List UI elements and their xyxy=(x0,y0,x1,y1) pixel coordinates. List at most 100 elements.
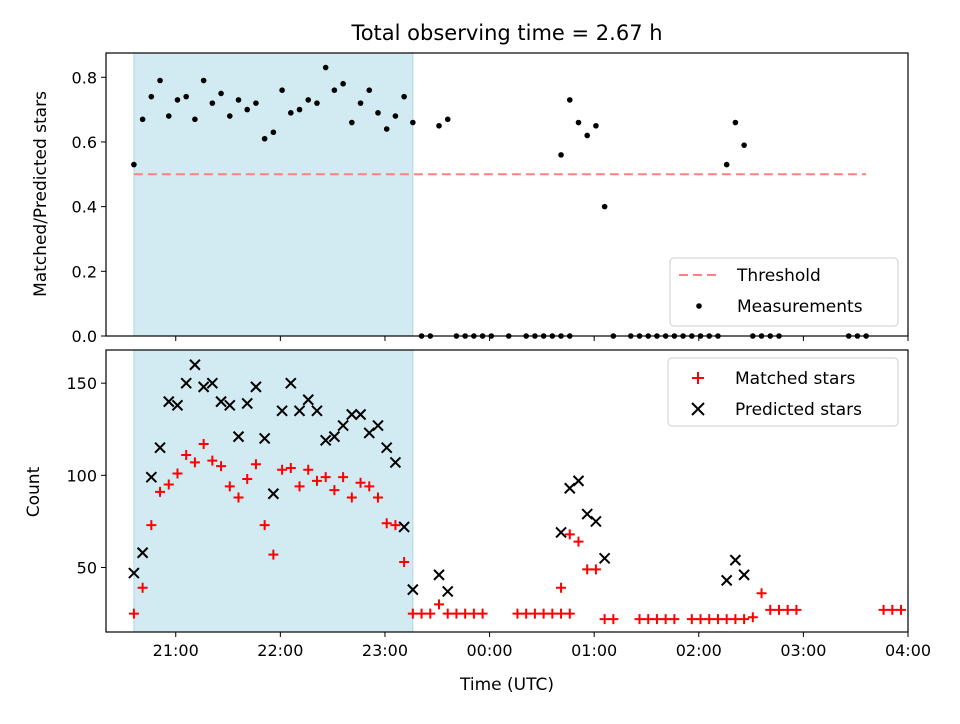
x-axis-label: Time (UTC) xyxy=(459,675,554,695)
top-legend-box xyxy=(669,257,899,327)
measurement-point xyxy=(261,135,268,142)
predicted-star-point xyxy=(163,395,175,408)
matched-star-point xyxy=(756,588,767,599)
matched-star-point xyxy=(172,468,183,479)
matched-star-point xyxy=(712,614,723,625)
matched-star-point xyxy=(739,614,750,625)
predicted-star-point xyxy=(590,515,602,528)
matched-star-point xyxy=(547,608,558,619)
bottom-axes-frame xyxy=(105,349,909,633)
measurement-point xyxy=(226,113,233,119)
measurement-point xyxy=(593,122,599,129)
measurement-point xyxy=(244,106,251,113)
matched-star-point xyxy=(468,608,479,619)
predicted-star-point xyxy=(328,430,341,443)
matched-star-point xyxy=(704,614,715,625)
legend-predicted-swatch xyxy=(691,402,705,416)
predicted-star-point xyxy=(738,569,750,581)
measurement-point xyxy=(741,142,747,148)
matched-star-point xyxy=(242,474,253,485)
measurement-point xyxy=(375,110,381,116)
predicted-star-point xyxy=(224,399,236,412)
top-y-tick-label: 0.4 xyxy=(72,198,97,217)
measurement-point xyxy=(392,113,399,119)
measurement-point xyxy=(279,87,285,93)
top-chart-title: Total observing time = 2.67 h xyxy=(350,21,662,45)
predicted-star-point xyxy=(232,430,245,443)
x-tick-label: 01:00 xyxy=(571,641,617,660)
matched-star-point xyxy=(364,481,375,492)
matched-star-point xyxy=(669,614,680,625)
matched-star-point xyxy=(451,608,462,619)
measurement-point xyxy=(401,93,407,100)
predicted-star-point xyxy=(241,397,253,410)
predicted-star-point xyxy=(598,552,611,564)
predicted-star-point xyxy=(180,377,192,389)
measurement-point xyxy=(314,100,320,106)
predicted-star-point xyxy=(433,569,445,581)
top-y-tick-label: 0.6 xyxy=(72,133,97,152)
x-tick-label: 21:00 xyxy=(153,641,199,660)
matched-star-point xyxy=(573,536,584,547)
predicted-star-point xyxy=(572,475,585,487)
measurement-point xyxy=(218,90,224,97)
predicted-star-point xyxy=(354,408,367,421)
top-y-tick-label: 0.0 xyxy=(72,327,97,346)
matched-star-point xyxy=(128,608,139,619)
measurement-point xyxy=(296,106,303,113)
measurement-point xyxy=(322,64,329,71)
matched-star-point xyxy=(250,459,261,470)
predicted-star-point xyxy=(285,377,297,389)
predicted-star-point xyxy=(311,405,323,417)
measurement-point xyxy=(566,97,573,103)
predicted-star-point xyxy=(372,419,384,432)
measurement-point xyxy=(270,129,277,136)
bottom-y-axis-label: Count xyxy=(24,466,44,517)
bottom-y-tick-label: 100 xyxy=(66,466,97,485)
matched-star-point xyxy=(224,481,235,492)
x-tick-label: 00:00 xyxy=(467,641,513,660)
matched-star-point xyxy=(163,479,174,490)
x-tick-label: 04:00 xyxy=(885,641,931,660)
matched-star-point xyxy=(556,608,567,619)
legend-matched-swatch xyxy=(692,372,704,384)
matched-star-point xyxy=(338,472,349,483)
measurement-point xyxy=(584,132,590,139)
measurement-point xyxy=(575,119,582,126)
x-tick-label: 02:00 xyxy=(676,641,722,660)
top-y-axis-label: Matched/Predicted stars xyxy=(31,91,51,297)
predicted-star-point xyxy=(267,488,280,500)
predicted-star-point xyxy=(346,408,358,421)
x-tick-label: 22:00 xyxy=(257,641,303,660)
matched-star-point xyxy=(372,492,383,503)
matched-star-point xyxy=(146,520,157,531)
matched-star-point xyxy=(381,518,392,529)
matched-star-point xyxy=(878,604,889,615)
matched-star-point xyxy=(651,614,662,625)
predicted-star-point xyxy=(154,441,166,454)
measurement-point xyxy=(200,77,207,84)
measurement-point xyxy=(732,119,739,126)
measurement-point xyxy=(165,113,172,119)
measurement-point xyxy=(192,116,198,123)
predicted-star-point xyxy=(319,434,332,447)
predicted-star-point xyxy=(389,456,402,469)
matched-star-point xyxy=(233,492,244,503)
matched-star-point xyxy=(721,614,732,625)
predicted-star-point xyxy=(171,399,184,412)
matched-star-point xyxy=(460,608,471,619)
matched-star-point xyxy=(277,464,288,475)
predicted-star-point xyxy=(407,583,419,596)
matched-star-point xyxy=(198,439,209,449)
measurement-point xyxy=(366,87,373,93)
legend-matched-label: Matched stars xyxy=(735,369,855,389)
measurement-point xyxy=(305,97,312,103)
matched-star-point xyxy=(521,608,532,619)
matched-star-point xyxy=(442,608,453,619)
measurement-point xyxy=(253,100,259,106)
legend-predicted-label: Predicted stars xyxy=(735,400,862,420)
predicted-star-point xyxy=(555,526,567,539)
matched-star-point xyxy=(773,604,784,615)
matched-star-point xyxy=(355,477,366,488)
matched-star-point xyxy=(216,461,227,472)
